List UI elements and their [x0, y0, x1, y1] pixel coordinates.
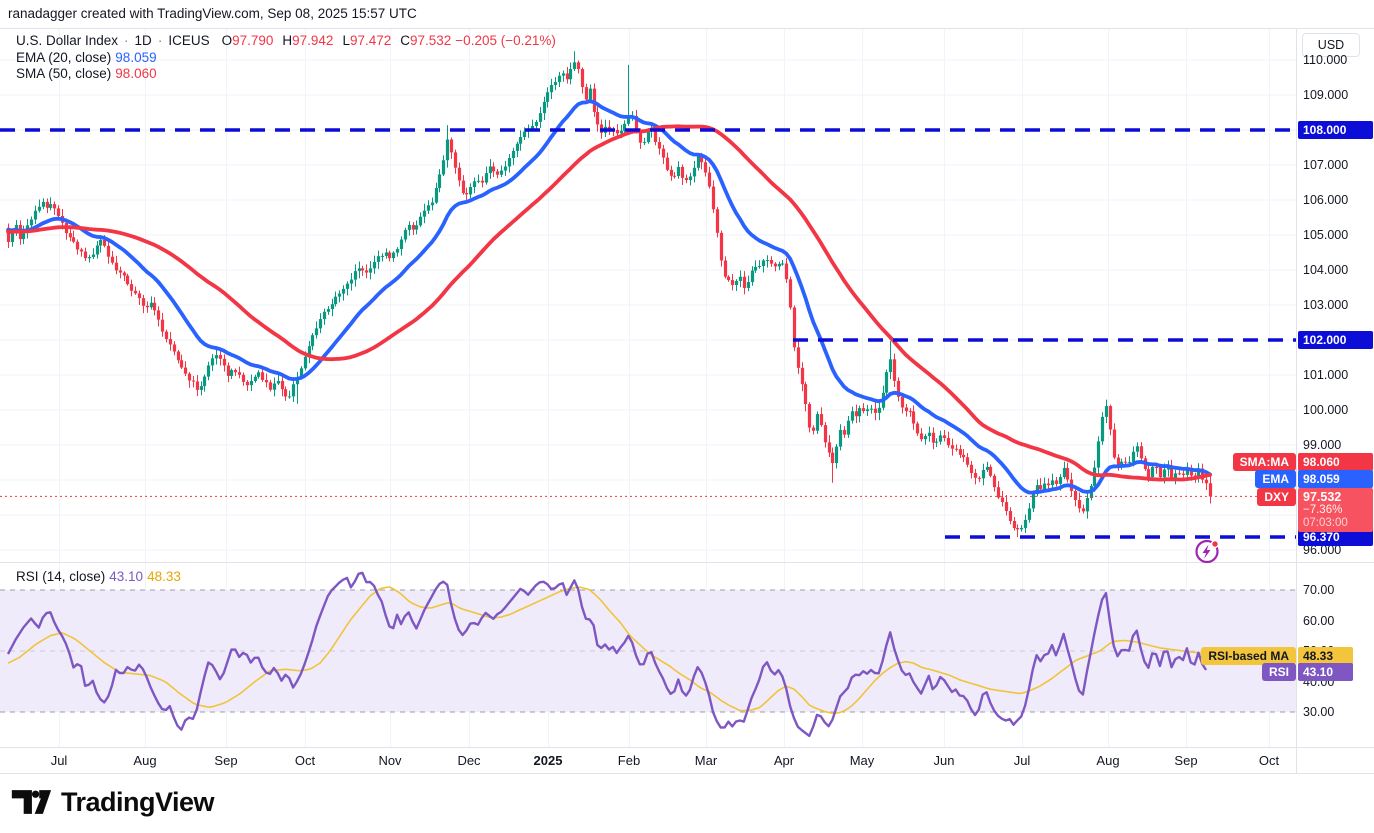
tradingview-logo-text: TradingView	[61, 786, 215, 817]
tradingview-logo[interactable]: TradingView	[10, 786, 215, 818]
chart-top-border	[0, 28, 1374, 29]
legend-separator: ·	[157, 33, 163, 48]
sma-legend-row[interactable]: SMA (50, close) 98.060	[16, 66, 157, 81]
ema-legend-row[interactable]: EMA (20, close) 98.059	[16, 50, 157, 65]
symbol-exchange: ICEUS	[168, 33, 210, 48]
symbol-interval[interactable]: 1D	[134, 33, 152, 48]
change-value: −0.205 (−0.21%)	[455, 33, 556, 48]
rsi-ma-value: 48.33	[147, 569, 181, 584]
symbol-legend-row[interactable]: U.S. Dollar Index · 1D · ICEUS O97.790 H9…	[16, 33, 556, 48]
ohlc-h: H97.942	[282, 33, 334, 48]
currency-unit-button[interactable]: USD	[1302, 33, 1360, 57]
legend-separator: ·	[124, 33, 129, 48]
symbol-title: U.S. Dollar Index	[16, 33, 119, 48]
candlestick-series	[6, 51, 1213, 538]
alert-lightning-icon[interactable]	[1190, 534, 1224, 568]
ohlc-l: L97.472	[342, 33, 392, 48]
ohlc-values: O97.790 H97.942 L97.472 C97.532	[222, 33, 452, 48]
ohlc-o: O97.790	[221, 33, 274, 48]
time-axis-top-border	[0, 747, 1374, 748]
rsi-legend-row[interactable]: RSI (14, close) 43.10 48.33	[16, 569, 181, 584]
rsi-line	[6, 571, 1208, 738]
price-axis-border	[1296, 28, 1297, 773]
ema-value: 98.059	[115, 50, 157, 65]
pane-separator[interactable]	[0, 562, 1374, 563]
rsi-value: 43.10	[109, 569, 144, 584]
sma-line	[6, 124, 1212, 482]
ohlc-c: C97.532	[400, 33, 452, 48]
watermark-text: ranadagger created with TradingView.com,…	[8, 6, 417, 21]
ema-label: EMA (20, close)	[16, 50, 112, 65]
sma-value: 98.060	[115, 66, 157, 81]
time-axis-bottom-border	[0, 773, 1374, 774]
rsi-label: RSI (14, close)	[16, 569, 106, 584]
rsi-ma-line	[7, 586, 1207, 714]
tradingview-logo-icon	[11, 790, 52, 814]
sma-label: SMA (50, close)	[16, 66, 112, 81]
ema-line	[6, 99, 1212, 495]
